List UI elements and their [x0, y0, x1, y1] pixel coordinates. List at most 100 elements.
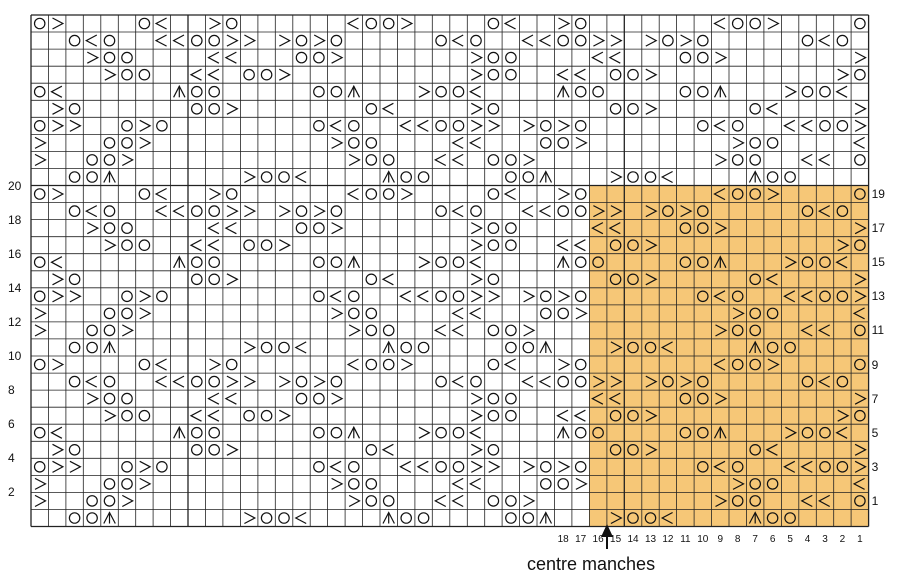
- yarn-over-symbol: [191, 34, 203, 47]
- right-decrease-symbol: [818, 205, 830, 218]
- yarn-over-symbol: [854, 154, 866, 166]
- yarn-over-symbol: [243, 409, 255, 422]
- left-decrease-symbol: [104, 409, 117, 422]
- right-decrease-symbol: [538, 375, 551, 388]
- yarn-over-symbol: [627, 239, 639, 251]
- yarn-over-symbol: [435, 34, 447, 47]
- yarn-over-symbol: [679, 51, 692, 64]
- yarn-over-symbol: [435, 460, 447, 473]
- row-number-left: 18: [8, 212, 22, 227]
- left-decrease-symbol: [785, 256, 798, 269]
- left-decrease-symbol: [52, 102, 65, 115]
- yarn-over-symbol: [382, 495, 395, 507]
- yarn-over-symbol: [68, 375, 81, 388]
- yarn-over-symbol: [121, 307, 133, 320]
- left-decrease-symbol: [471, 409, 483, 422]
- yarn-over-symbol: [557, 478, 569, 490]
- yarn-over-symbol: [121, 478, 133, 490]
- left-decrease-symbol: [34, 136, 47, 149]
- yarn-over-symbol: [784, 171, 796, 183]
- column-number: 9: [717, 533, 724, 545]
- left-decrease-symbol: [645, 239, 658, 252]
- left-decrease-symbol: [52, 187, 65, 201]
- left-decrease-symbol: [418, 256, 431, 269]
- yarn-over-symbol: [103, 205, 116, 217]
- yarn-over-symbol: [138, 188, 151, 200]
- yarn-over-symbol: [86, 341, 98, 354]
- yarn-over-symbol: [278, 341, 290, 354]
- yarn-over-symbol: [103, 137, 116, 149]
- left-decrease-symbol: [645, 409, 658, 422]
- left-decrease-symbol: [715, 51, 728, 64]
- yarn-over-symbol: [330, 426, 343, 439]
- right-decrease-symbol: [399, 460, 412, 473]
- yarn-over-symbol: [505, 392, 517, 405]
- yarn-over-symbol: [696, 290, 709, 303]
- left-decrease-symbol: [645, 102, 658, 115]
- yarn-over-symbol: [819, 426, 831, 439]
- right-decrease-symbol: [713, 290, 726, 303]
- yarn-over-symbol: [68, 443, 81, 456]
- yarn-over-symbol: [295, 392, 308, 405]
- yarn-over-symbol: [627, 68, 639, 81]
- yarn-over-symbol: [347, 307, 360, 320]
- right-decrease-symbol: [800, 494, 813, 508]
- yarn-over-symbol: [539, 460, 552, 473]
- yarn-over-symbol: [313, 222, 325, 234]
- right-decrease-symbol: [469, 256, 481, 269]
- left-decrease-symbol: [52, 443, 65, 456]
- yarn-over-symbol: [33, 85, 46, 98]
- yarn-over-symbol: [609, 443, 622, 456]
- yarn-over-symbol: [33, 120, 46, 132]
- yarn-over-symbol: [592, 85, 604, 98]
- stitch-symbols: [33, 17, 867, 525]
- yarn-over-symbol: [731, 358, 744, 371]
- right-decrease-symbol: [346, 17, 359, 30]
- right-decrease-symbol: [154, 375, 167, 388]
- yarn-over-symbol: [801, 426, 814, 439]
- yarn-over-symbol: [347, 120, 360, 132]
- yarn-over-symbol: [609, 273, 622, 286]
- yarn-over-symbol: [191, 85, 203, 98]
- yarn-over-symbol: [696, 460, 709, 473]
- left-decrease-symbol: [52, 290, 65, 303]
- yarn-over-symbol: [470, 34, 482, 47]
- left-decrease-symbol: [139, 290, 152, 303]
- left-decrease-symbol: [558, 358, 571, 371]
- yarn-over-symbol: [505, 154, 517, 166]
- yarn-over-symbol: [400, 341, 412, 354]
- right-decrease-symbol: [538, 34, 551, 47]
- column-number: 2: [839, 533, 846, 545]
- row-number-left: 16: [8, 246, 22, 261]
- right-decrease-symbol: [556, 239, 569, 252]
- row-number-right: 13: [871, 289, 885, 304]
- right-decrease-symbol: [451, 307, 464, 320]
- left-decrease-symbol: [226, 102, 239, 115]
- yarn-over-symbol: [487, 495, 500, 507]
- yarn-over-symbol: [86, 512, 98, 524]
- yarn-over-symbol: [662, 205, 674, 217]
- yarn-over-symbol: [33, 290, 46, 303]
- right-decrease-symbol: [573, 409, 586, 422]
- right-decrease-symbol: [451, 494, 464, 508]
- highlighted-sleeve-section: [571, 168, 869, 527]
- left-decrease-symbol: [401, 187, 414, 201]
- yarn-over-symbol: [505, 409, 517, 422]
- yarn-over-symbol: [801, 375, 814, 388]
- yarn-over-symbol: [854, 188, 866, 200]
- left-decrease-symbol: [610, 34, 623, 47]
- left-decrease-symbol: [331, 477, 344, 490]
- left-decrease-symbol: [854, 443, 867, 456]
- left-decrease-symbol: [348, 153, 361, 167]
- column-number: 16: [592, 533, 604, 545]
- left-decrease-symbol: [715, 392, 728, 405]
- yarn-over-symbol: [295, 51, 308, 64]
- yarn-over-symbol: [487, 68, 500, 81]
- right-decrease-symbol: [224, 51, 237, 64]
- yarn-over-symbol: [854, 495, 866, 507]
- right-decrease-symbol: [852, 477, 865, 490]
- left-decrease-symbol: [401, 17, 414, 30]
- right-decrease-symbol: [765, 273, 778, 286]
- yarn-over-symbol: [313, 392, 325, 405]
